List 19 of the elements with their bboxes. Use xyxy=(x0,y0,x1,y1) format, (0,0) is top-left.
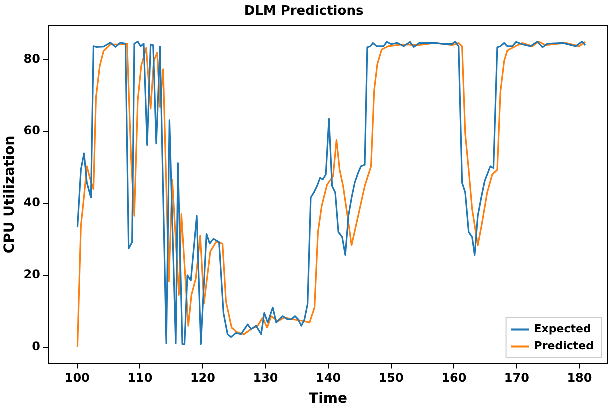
x-tick-label: 180 xyxy=(567,371,592,386)
y-tick-label: 20 xyxy=(24,268,40,282)
x-tick-label: 130 xyxy=(253,371,278,386)
y-tick-label: 60 xyxy=(24,124,40,138)
y-tick-label: 80 xyxy=(24,52,40,66)
x-tick-label: 110 xyxy=(128,371,153,386)
x-tick-label: 120 xyxy=(190,371,216,386)
x-axis-title: Time xyxy=(309,391,348,408)
x-tick-label: 150 xyxy=(378,371,404,386)
y-tick-label: 0 xyxy=(32,339,40,354)
legend-label: Expected xyxy=(534,322,592,336)
chart-title: DLM Predictions xyxy=(244,4,364,20)
y-tick-label: 40 xyxy=(24,196,40,210)
legend-label: Predicted xyxy=(534,340,594,353)
x-tick-label: 170 xyxy=(504,371,530,386)
x-tick-label: 140 xyxy=(316,371,342,386)
y-axis-title: CPU Utilization xyxy=(2,136,18,254)
x-tick-label: 100 xyxy=(64,371,90,386)
x-tick-label: 160 xyxy=(442,371,467,386)
